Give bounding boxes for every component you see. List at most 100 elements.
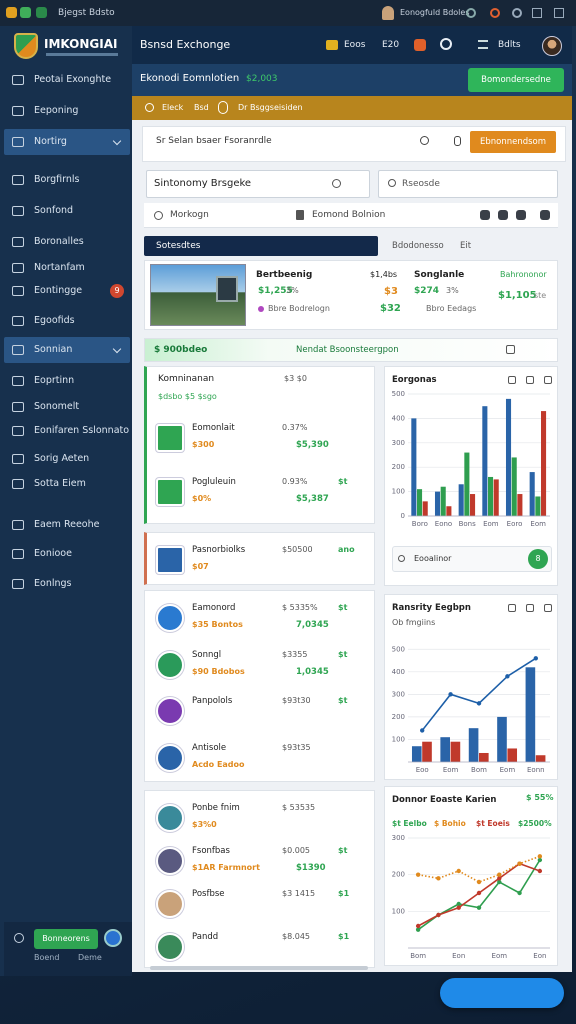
avatar[interactable] xyxy=(542,36,562,56)
nav-label: Sonnian xyxy=(34,344,73,355)
item-pct: $0.005 xyxy=(282,846,310,855)
featured-amount: $1,105 xyxy=(498,290,537,301)
nav-label: Nortirg xyxy=(34,136,67,147)
menu-icon[interactable] xyxy=(478,40,488,49)
toolbar-icon[interactable] xyxy=(498,210,508,220)
nav-label: Sorig Aeten xyxy=(34,453,90,464)
nav-label: Eonlngs xyxy=(34,578,72,589)
point xyxy=(476,701,482,706)
floating-button[interactable] xyxy=(440,978,564,1008)
chart-title: Ransrity Eegbpn xyxy=(392,603,471,613)
icon xyxy=(398,555,405,562)
brand-sub xyxy=(46,53,118,56)
item-value: $5,390 xyxy=(296,440,329,450)
featured-device xyxy=(216,276,238,302)
nav-icon xyxy=(12,402,24,412)
nav-icon xyxy=(12,75,24,85)
icon[interactable] xyxy=(420,136,429,145)
legend-label: $t Eelbo xyxy=(392,819,427,828)
legend-label: $ Bohio xyxy=(434,819,466,828)
y-tick-label: 200 xyxy=(392,463,405,471)
toolbar-icon[interactable] xyxy=(516,210,526,220)
nav-item[interactable] xyxy=(4,129,130,155)
point xyxy=(497,872,502,877)
bar xyxy=(525,667,536,762)
chart-icon[interactable] xyxy=(508,376,516,384)
nav-item[interactable] xyxy=(4,337,130,363)
bar xyxy=(470,494,476,516)
item-value: 7,0345 xyxy=(296,620,329,630)
y-tick-label: 300 xyxy=(392,439,405,447)
y-tick-label: 500 xyxy=(392,390,405,398)
item-name: Panpolols xyxy=(192,696,233,706)
nav-label: Boronalles xyxy=(34,236,84,247)
item-icon xyxy=(156,424,184,452)
nav-label: Sonfond xyxy=(34,205,74,216)
bar xyxy=(487,476,494,516)
item-icon xyxy=(156,650,184,679)
featured-value: $1,255 xyxy=(258,286,293,296)
item-flag: ano xyxy=(338,545,355,554)
header-title: Bsnsd Exchonge xyxy=(140,38,231,51)
bar xyxy=(440,737,450,762)
toolbar-icon[interactable] xyxy=(480,210,490,220)
nav-label: Eontingge xyxy=(34,285,83,296)
window-control[interactable] xyxy=(466,8,476,18)
bar xyxy=(434,491,441,516)
chart-icon[interactable] xyxy=(544,376,552,384)
featured-mid: $32 xyxy=(380,303,401,314)
bar xyxy=(482,406,488,516)
tab-active[interactable]: Sotesdtes xyxy=(144,236,378,256)
chart-icon[interactable] xyxy=(544,604,552,612)
action-button[interactable]: Bonneorens xyxy=(34,929,98,949)
featured-mid: $3 xyxy=(384,286,398,297)
item-pct: $93t35 xyxy=(282,742,311,752)
tab[interactable]: Bdodonesso xyxy=(392,241,444,251)
item-name: Pogluleuin xyxy=(192,477,236,487)
nav-label: Sotta Eiem xyxy=(34,478,86,489)
item-icon xyxy=(156,546,184,574)
featured-tag: Bahrononor xyxy=(500,270,547,279)
toolbar-icon[interactable] xyxy=(540,210,550,220)
y-tick-label: 200 xyxy=(392,871,405,879)
point xyxy=(517,890,522,896)
featured-name: Songlanle xyxy=(414,270,465,280)
icon xyxy=(506,345,515,354)
help-button[interactable] xyxy=(104,929,122,947)
x-tick-label: Eonn xyxy=(527,766,545,774)
card-meta: $3 $0 xyxy=(284,374,307,383)
chart-icon[interactable] xyxy=(526,376,534,384)
chart-footer: Eooalinor xyxy=(414,554,452,563)
search-icon[interactable] xyxy=(440,38,452,50)
featured-sub: ste xyxy=(534,291,547,300)
search-box[interactable] xyxy=(378,170,558,198)
bar xyxy=(422,741,432,762)
icon[interactable] xyxy=(454,136,461,146)
y-tick-label: 400 xyxy=(392,668,405,676)
y-tick-label: 200 xyxy=(392,713,405,721)
item-icon xyxy=(156,847,184,875)
point xyxy=(476,890,482,896)
app-icon xyxy=(36,7,47,18)
window-max[interactable] xyxy=(532,8,542,18)
orange-button[interactable]: Ebnonnendsom xyxy=(470,131,556,153)
featured-note: Bbro Eedags xyxy=(426,304,477,313)
chart-value: $ 55% xyxy=(526,793,554,802)
point xyxy=(420,728,425,733)
chart-title: Donnor Eoaste Karien xyxy=(392,795,497,805)
chart-icon[interactable] xyxy=(526,604,534,612)
alert-icon[interactable] xyxy=(414,39,426,51)
subheader-title: Ekonodi Eomnlotien xyxy=(140,73,240,84)
window-close[interactable] xyxy=(554,8,564,18)
chart-icon[interactable] xyxy=(508,604,516,612)
window-control[interactable] xyxy=(490,8,500,18)
window-control[interactable] xyxy=(512,8,522,18)
sidebar-footer: Boend xyxy=(34,953,60,962)
item-name: Posfbse xyxy=(192,889,225,899)
badge: 9 xyxy=(110,284,124,298)
primary-button[interactable]: Bomondersedne xyxy=(468,68,564,92)
bar xyxy=(507,748,518,762)
x-tick-label: Eon xyxy=(533,952,546,960)
nav-icon xyxy=(12,137,24,147)
nav-icon xyxy=(12,454,24,464)
